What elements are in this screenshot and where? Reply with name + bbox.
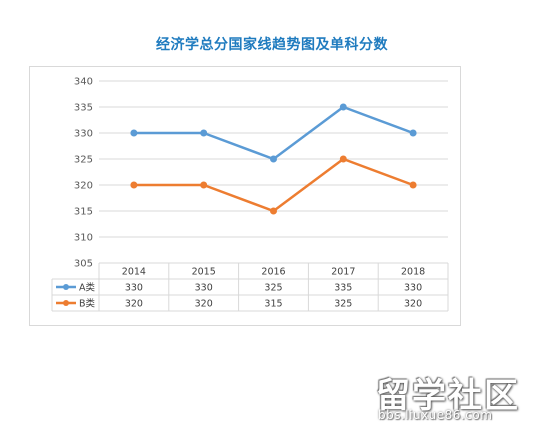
table-value: 315 bbox=[264, 299, 282, 310]
watermark-url: bbs.liuxue86.com bbox=[378, 408, 493, 422]
y-tick-label: 335 bbox=[74, 103, 93, 114]
y-tick-label: 315 bbox=[74, 207, 93, 218]
table-value: 335 bbox=[334, 283, 352, 294]
table-value: 330 bbox=[195, 283, 213, 294]
chart-area: 340 335 330 325 320 315 310 305 2014 2015 2016 2017… bbox=[29, 66, 461, 326]
y-tick-label: 340 bbox=[74, 77, 93, 88]
data-point bbox=[270, 207, 277, 215]
data-point bbox=[270, 155, 277, 163]
table-value: 325 bbox=[334, 299, 352, 310]
y-tick-label: 330 bbox=[74, 129, 93, 140]
data-point bbox=[339, 103, 347, 111]
data-point bbox=[409, 129, 417, 137]
legend-key-marker bbox=[63, 284, 69, 290]
x-category-label: 2016 bbox=[261, 267, 285, 278]
data-point bbox=[339, 155, 347, 163]
y-tick-label: 325 bbox=[74, 155, 93, 166]
y-tick-label: 310 bbox=[74, 233, 93, 244]
x-category-label: 2018 bbox=[401, 267, 425, 278]
data-point bbox=[130, 181, 138, 189]
chart-title: 经济学总分国家线趋势图及单科分数 bbox=[156, 37, 388, 53]
data-point bbox=[200, 129, 208, 137]
data-point bbox=[409, 181, 417, 189]
data-point bbox=[200, 181, 208, 189]
x-category-label: 2015 bbox=[192, 267, 216, 278]
y-tick-label: 305 bbox=[74, 259, 93, 270]
legend-label: A类 bbox=[79, 282, 95, 294]
table-value: 320 bbox=[404, 299, 422, 310]
table-value: 320 bbox=[125, 299, 143, 310]
table-value: 330 bbox=[125, 283, 143, 294]
y-tick-label: 320 bbox=[74, 181, 93, 192]
table-value: 330 bbox=[404, 283, 422, 294]
table-value: 320 bbox=[195, 299, 213, 310]
watermark-text: 留学社区 bbox=[376, 376, 520, 416]
legend-label: B类 bbox=[79, 298, 96, 310]
line-chart: 340 335 330 325 320 315 310 305 2014 2015 2016 2017… bbox=[51, 77, 449, 312]
data-point bbox=[130, 129, 138, 137]
legend-key-marker bbox=[63, 300, 69, 306]
x-category-label: 2014 bbox=[122, 267, 146, 278]
table-value: 325 bbox=[264, 283, 282, 294]
watermark-logo: 留学社区 bbs.liuxue86.com bbox=[370, 368, 540, 428]
x-category-label: 2017 bbox=[331, 267, 355, 278]
